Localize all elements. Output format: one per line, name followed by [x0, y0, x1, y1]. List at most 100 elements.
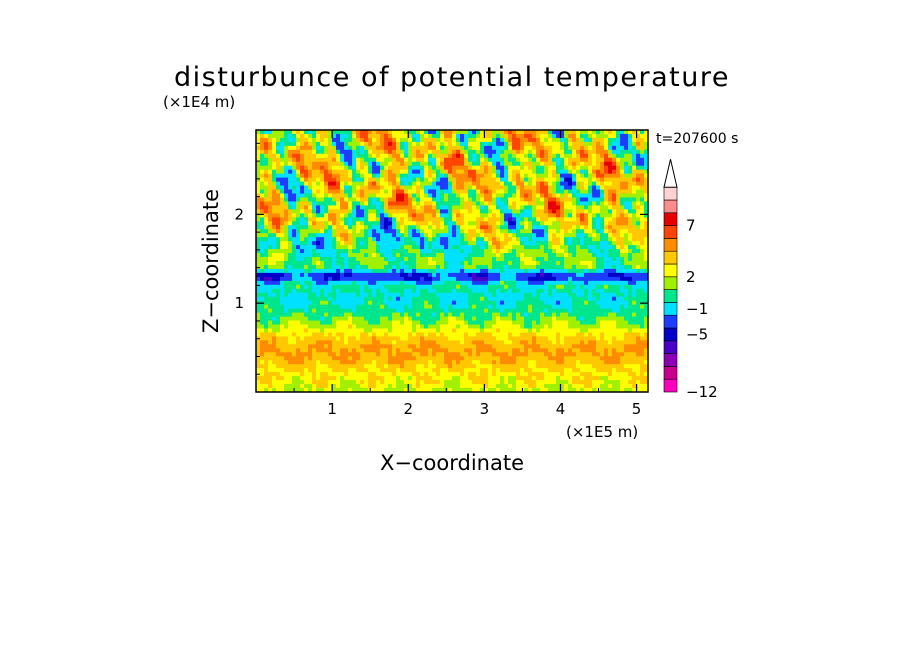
contour-cell — [548, 130, 553, 135]
contour-cell — [432, 189, 437, 195]
contour-cell — [456, 157, 461, 163]
contour-cell — [424, 261, 429, 266]
contour-cell — [384, 276, 389, 282]
contour-cell — [416, 225, 421, 230]
contour-cell — [352, 257, 357, 262]
contour-cell — [368, 149, 373, 155]
contour-cell — [504, 292, 509, 298]
contour-cell — [260, 185, 265, 191]
contour-cell — [528, 272, 533, 278]
contour-cell — [440, 165, 445, 171]
contour-cell — [324, 197, 329, 203]
contour-cell — [396, 217, 401, 222]
contour-cell — [276, 197, 281, 203]
contour-cell — [332, 328, 337, 334]
contour-cell — [420, 153, 425, 159]
contour-cell — [484, 145, 489, 151]
contour-cell — [520, 308, 525, 314]
contour-cell — [268, 249, 273, 254]
contour-cell — [320, 268, 325, 274]
contour-cell — [552, 320, 557, 326]
contour-cell — [564, 205, 569, 210]
contour-cell — [592, 280, 597, 286]
contour-cell — [604, 233, 609, 238]
contour-cell — [456, 137, 461, 143]
contour-cell — [336, 213, 341, 218]
contour-cell — [380, 197, 385, 203]
contour-cell — [304, 149, 309, 155]
contour-cell — [584, 257, 589, 262]
contour-cell — [500, 296, 505, 302]
contour-cell — [396, 304, 401, 310]
contour-cell — [636, 221, 641, 226]
contour-cell — [400, 257, 405, 262]
contour-cell — [448, 189, 453, 195]
contour-cell — [300, 253, 305, 258]
contour-cell — [560, 237, 565, 242]
contour-cell — [464, 328, 469, 334]
contour-cell — [620, 253, 625, 258]
contour-cell — [452, 169, 457, 175]
contour-cell — [492, 157, 497, 163]
contour-cell — [580, 173, 585, 179]
contour-cell — [272, 185, 277, 191]
contour-cell — [444, 272, 449, 278]
contour-cell — [388, 249, 393, 254]
contour-cell — [496, 193, 501, 199]
contour-cell — [356, 149, 361, 155]
contour-cell — [292, 264, 297, 270]
contour-cell — [292, 249, 297, 254]
contour-cell — [544, 149, 549, 155]
contour-cell — [292, 177, 297, 183]
contour-cell — [432, 257, 437, 262]
contour-cell — [300, 193, 305, 199]
contour-cell — [500, 288, 505, 294]
contour-cell — [424, 225, 429, 230]
contour-cell — [628, 284, 633, 290]
contour-cell — [628, 153, 633, 159]
contour-cell — [440, 157, 445, 163]
contour-cell — [516, 145, 521, 151]
contour-cell — [436, 185, 441, 191]
contour-cell — [620, 169, 625, 175]
contour-cell — [432, 296, 437, 302]
contour-cell — [596, 312, 601, 318]
contour-cell — [544, 193, 549, 199]
contour-cell — [380, 324, 385, 330]
contour-cell — [460, 300, 465, 306]
contour-cell — [352, 145, 357, 151]
contour-cell — [380, 201, 385, 207]
contour-cell — [368, 130, 373, 135]
contour-cell — [612, 229, 617, 234]
contour-cell — [368, 153, 373, 159]
contour-cell — [616, 217, 621, 222]
contour-cell — [564, 189, 569, 195]
contour-cell — [448, 197, 453, 203]
contour-cell — [576, 280, 581, 286]
contour-cell — [328, 257, 333, 262]
contour-cell — [512, 272, 517, 278]
contour-cell — [496, 213, 501, 218]
contour-cell — [540, 328, 545, 334]
contour-cell — [284, 193, 289, 199]
contour-cell — [256, 213, 261, 218]
contour-cell — [604, 181, 609, 187]
contour-cell — [296, 205, 301, 210]
contour-cell — [568, 253, 573, 258]
contour-cell — [560, 173, 565, 179]
contour-cell — [556, 272, 561, 278]
contour-cell — [568, 169, 573, 175]
contour-cell — [616, 133, 621, 139]
contour-cell — [448, 137, 453, 143]
contour-cell — [440, 324, 445, 330]
contour-cell — [636, 133, 641, 139]
contour-cell — [440, 177, 445, 183]
contour-cell — [624, 145, 629, 151]
contour-cell — [388, 324, 393, 330]
contour-cell — [592, 296, 597, 302]
contour-cell — [516, 257, 521, 262]
contour-cell — [372, 221, 377, 226]
contour-cell — [424, 205, 429, 210]
contour-cell — [368, 193, 373, 199]
contour-cell — [484, 264, 489, 270]
